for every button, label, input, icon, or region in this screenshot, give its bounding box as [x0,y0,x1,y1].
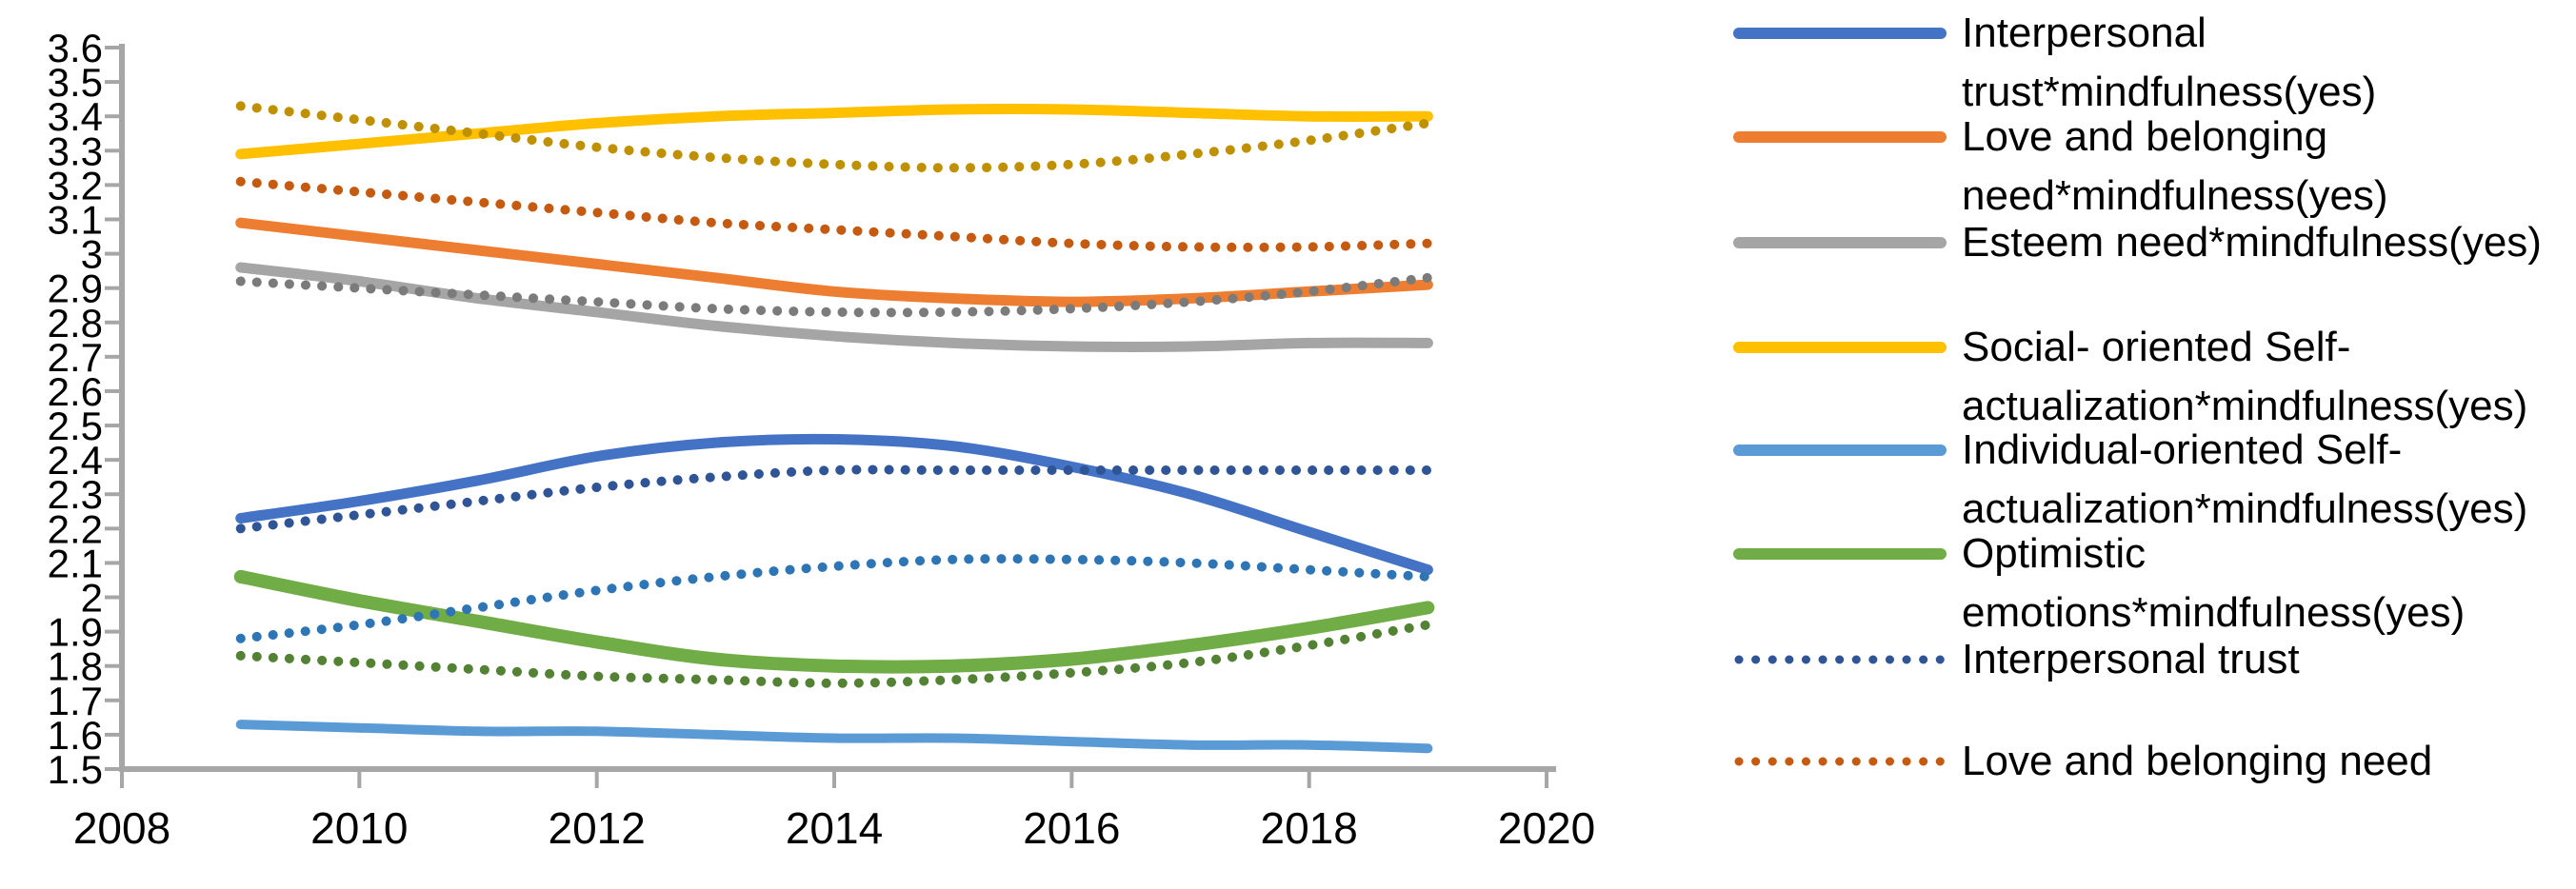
y-tick-label: 3.1 [48,197,103,242]
y-tick-label: 2.4 [48,438,103,483]
series-line-love-belonging-need [235,176,1433,252]
legend-item-interpersonal-trust: Interpersonal trust [1733,630,2300,689]
y-tick-label: 3 [81,232,103,277]
x-tick-label: 2008 [73,803,170,853]
y-tick-label: 1.5 [48,747,103,792]
legend-dotted-line-swatch [1734,655,1946,664]
legend-line-swatch [1733,28,1947,39]
legend-item-social-oriented-self-actualization-mindfulness-yes: Social- oriented Self-actualization*mind… [1733,318,2527,436]
legend-item-optimistic-emotions-mindfulness-yes: Optimistic emotions*mindfulness(yes) [1733,524,2465,642]
legend-item-love-belonging-need: Love and belonging need [1733,732,2432,791]
y-tick-label: 2.9 [48,267,103,311]
y-tick-label: 3.3 [48,128,103,173]
legend-label: Love and belonging need*mindfulness(yes) [1962,113,2388,219]
y-tick-label: 2 [81,576,103,621]
series-line-interpersonal-trust [235,464,1433,534]
legend-label: Love and belonging need [1962,738,2433,784]
y-tick-label: 1.8 [48,644,103,689]
y-tick-label: 2.7 [48,335,103,380]
y-tick-label: 3.4 [48,94,103,139]
legend-label: Individual-oriented Self-actualization*m… [1962,426,2528,532]
series-lines [233,101,1435,754]
x-tick-label: 2018 [1261,803,1358,853]
y-tick-label: 1.6 [48,713,103,758]
legend-label: Optimistic emotions*mindfulness(yes) [1962,530,2466,636]
series-line-love-belonging-need-mindfulness-yes [235,217,1433,307]
y-tick-label: 1.9 [48,610,103,655]
x-tick-label: 2014 [786,803,883,853]
x-tick-label: 2010 [310,803,408,853]
x-tick-label: 2012 [549,803,646,853]
y-tick-label: 2.3 [48,472,103,517]
legend-label: Social- oriented Self-actualization*mind… [1962,324,2528,429]
axes: 3.63.53.43.33.23.132.92.82.72.62.52.42.3… [48,26,1596,853]
y-tick-label: 2.1 [48,541,103,585]
y-tick-label: 2.2 [48,506,103,551]
legend-line-swatch [1733,237,1947,248]
y-tick-label: 1.7 [48,679,103,723]
y-tick-label: 2.5 [48,404,103,448]
series-line-individual-oriented-self-actualization-mindfulness-yes [235,720,1433,754]
series-line-social-oriented-self-actualization-dotted [235,101,1433,173]
y-tick-label: 3.2 [48,163,103,207]
legend-line-swatch [1733,342,1947,353]
legend-item-interpersonal-trust-mindfulness-yes: Interpersonal trust*mindfulness(yes) [1733,4,2376,122]
legend-item-love-belonging-need-mindfulness-yes: Love and belonging need*mindfulness(yes) [1733,108,2388,226]
legend-label: Esteem need*mindfulness(yes) [1962,219,2542,266]
legend-line-swatch [1733,548,1947,560]
y-tick-label: 3.6 [48,26,103,70]
series-line-individual-oriented-self-actualization-dotted [235,554,1433,643]
series-line-esteem-need-mindfulness-yes [235,262,1433,352]
legend-line-swatch [1733,131,1947,143]
series-line-social-oriented-self-actualization-mindfulness-yes [235,104,1433,160]
series-line-interpersonal-trust-mindfulness-yes [235,433,1433,576]
y-tick-label: 3.5 [48,60,103,105]
legend-label: Interpersonal trust*mindfulness(yes) [1962,10,2377,115]
legend-dotted-line-swatch [1734,757,1946,766]
legend-item-esteem-need-mindfulness-yes: Esteem need*mindfulness(yes) [1733,213,2542,272]
legend-item-individual-oriented-self-actualization-mindfulness-yes: Individual-oriented Self-actualization*m… [1733,421,2527,539]
series-line-optimistic-emotions-mindfulness-yes [233,569,1435,674]
x-tick-label: 2020 [1498,803,1595,853]
legend: Interpersonal trust*mindfulness(yes) Love … [1733,0,2576,889]
legend-label: Interpersonal trust [1962,636,2300,682]
y-tick-label: 2.8 [48,301,103,346]
x-tick-label: 2016 [1023,803,1120,853]
y-tick-label: 2.6 [48,369,103,414]
legend-line-swatch [1733,444,1947,456]
